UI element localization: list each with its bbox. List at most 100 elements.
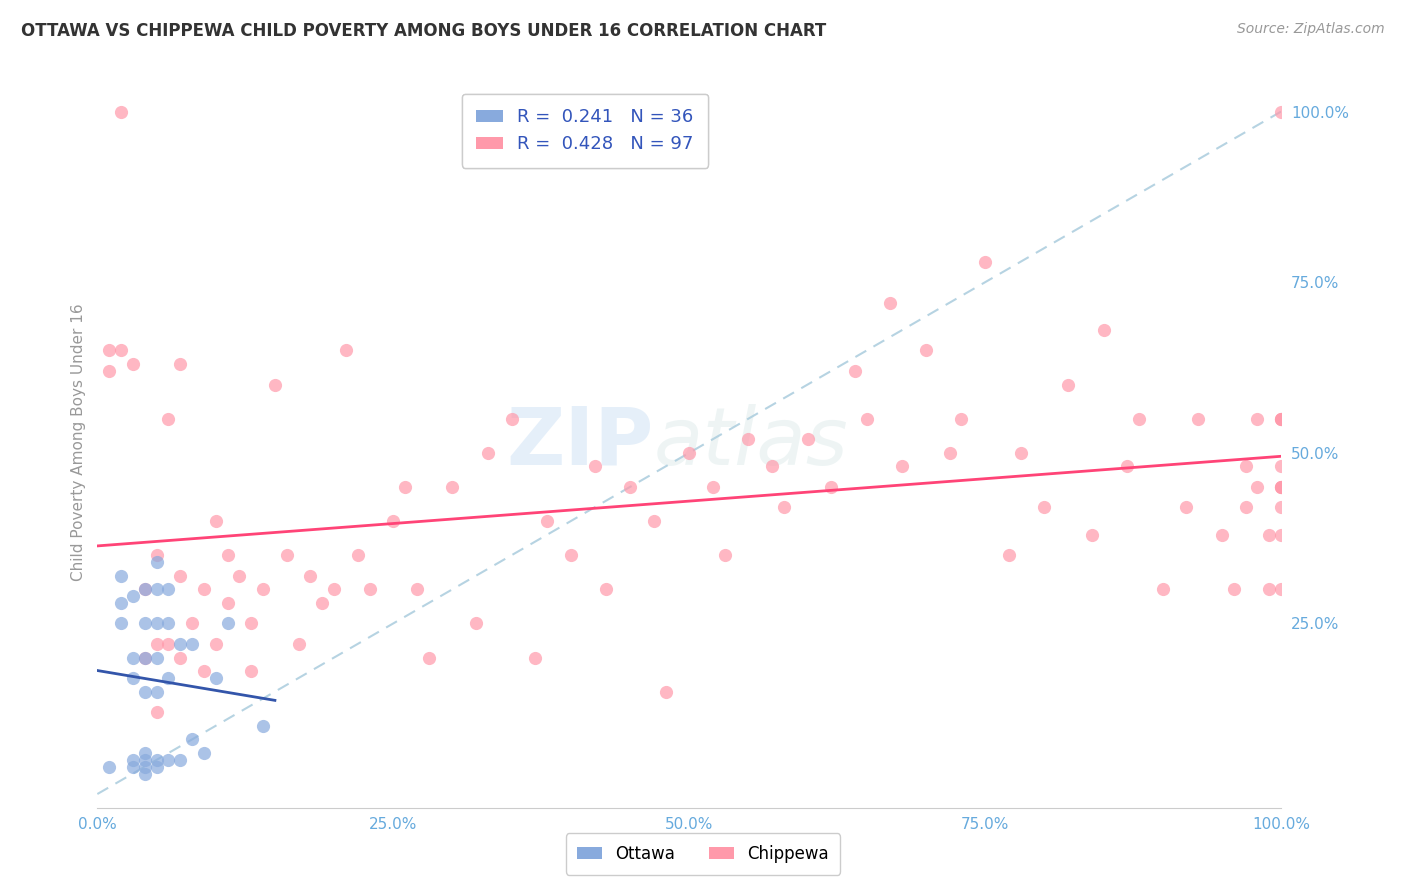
Point: [359, 582, 381, 597]
Text: ZIP: ZIP: [506, 403, 654, 482]
Point: [1057, 377, 1080, 392]
Point: [595, 582, 617, 597]
Point: [169, 357, 191, 371]
Point: [1080, 527, 1102, 541]
Point: [773, 500, 796, 515]
Point: [121, 760, 143, 774]
Point: [820, 480, 842, 494]
Point: [879, 295, 901, 310]
Point: [134, 582, 156, 597]
Point: [169, 568, 191, 582]
Point: [204, 637, 226, 651]
Point: [276, 548, 298, 562]
Point: [157, 411, 180, 425]
Point: [145, 555, 167, 569]
Point: [1010, 446, 1032, 460]
Point: [1246, 411, 1268, 425]
Point: [1270, 459, 1292, 474]
Point: [98, 343, 121, 358]
Point: [713, 548, 735, 562]
Point: [181, 732, 204, 747]
Point: [335, 343, 357, 358]
Point: [252, 719, 274, 733]
Point: [287, 637, 309, 651]
Point: [193, 664, 215, 678]
Point: [1092, 323, 1115, 337]
Point: [406, 582, 429, 597]
Point: [145, 684, 167, 698]
Point: [1270, 500, 1292, 515]
Point: [121, 650, 143, 665]
Point: [501, 411, 523, 425]
Point: [228, 568, 250, 582]
Text: atlas: atlas: [654, 403, 848, 482]
Point: [465, 616, 488, 631]
Point: [110, 568, 132, 582]
Point: [169, 650, 191, 665]
Point: [560, 548, 582, 562]
Text: Source: ZipAtlas.com: Source: ZipAtlas.com: [1237, 22, 1385, 37]
Point: [134, 650, 156, 665]
Point: [441, 480, 464, 494]
Point: [145, 650, 167, 665]
Point: [145, 616, 167, 631]
Point: [110, 104, 132, 119]
Legend: R =  0.241   N = 36, R =  0.428   N = 97: R = 0.241 N = 36, R = 0.428 N = 97: [461, 94, 709, 168]
Point: [145, 582, 167, 597]
Point: [1270, 411, 1292, 425]
Point: [264, 377, 287, 392]
Point: [157, 753, 180, 767]
Point: [299, 568, 322, 582]
Point: [1246, 480, 1268, 494]
Point: [643, 514, 665, 528]
Point: [1270, 411, 1292, 425]
Point: [1187, 411, 1209, 425]
Point: [121, 671, 143, 685]
Point: [974, 254, 997, 268]
Point: [193, 582, 215, 597]
Point: [1270, 480, 1292, 494]
Point: [1234, 459, 1257, 474]
Point: [204, 671, 226, 685]
Point: [1270, 480, 1292, 494]
Point: [583, 459, 606, 474]
Point: [382, 514, 405, 528]
Point: [796, 432, 818, 446]
Point: [1152, 582, 1174, 597]
Point: [193, 746, 215, 760]
Point: [157, 616, 180, 631]
Point: [169, 637, 191, 651]
Point: [121, 589, 143, 603]
Point: [181, 637, 204, 651]
Point: [1270, 104, 1292, 119]
Point: [134, 746, 156, 760]
Point: [536, 514, 558, 528]
Point: [1270, 582, 1292, 597]
Point: [477, 446, 499, 460]
Point: [938, 446, 960, 460]
Point: [217, 548, 239, 562]
Point: [217, 596, 239, 610]
Y-axis label: Child Poverty Among Boys Under 16: Child Poverty Among Boys Under 16: [72, 304, 86, 582]
Point: [134, 582, 156, 597]
Point: [418, 650, 440, 665]
Legend: Ottawa, Chippewa: Ottawa, Chippewa: [565, 833, 841, 875]
Point: [98, 760, 121, 774]
Point: [110, 616, 132, 631]
Point: [1234, 500, 1257, 515]
Point: [145, 548, 167, 562]
Point: [1270, 480, 1292, 494]
Point: [252, 582, 274, 597]
Point: [134, 753, 156, 767]
Point: [134, 650, 156, 665]
Point: [737, 432, 759, 446]
Text: OTTAWA VS CHIPPEWA CHILD POVERTY AMONG BOYS UNDER 16 CORRELATION CHART: OTTAWA VS CHIPPEWA CHILD POVERTY AMONG B…: [21, 22, 827, 40]
Point: [323, 582, 346, 597]
Point: [1033, 500, 1056, 515]
Point: [1270, 411, 1292, 425]
Point: [654, 684, 676, 698]
Point: [181, 616, 204, 631]
Point: [145, 753, 167, 767]
Point: [394, 480, 416, 494]
Point: [134, 684, 156, 698]
